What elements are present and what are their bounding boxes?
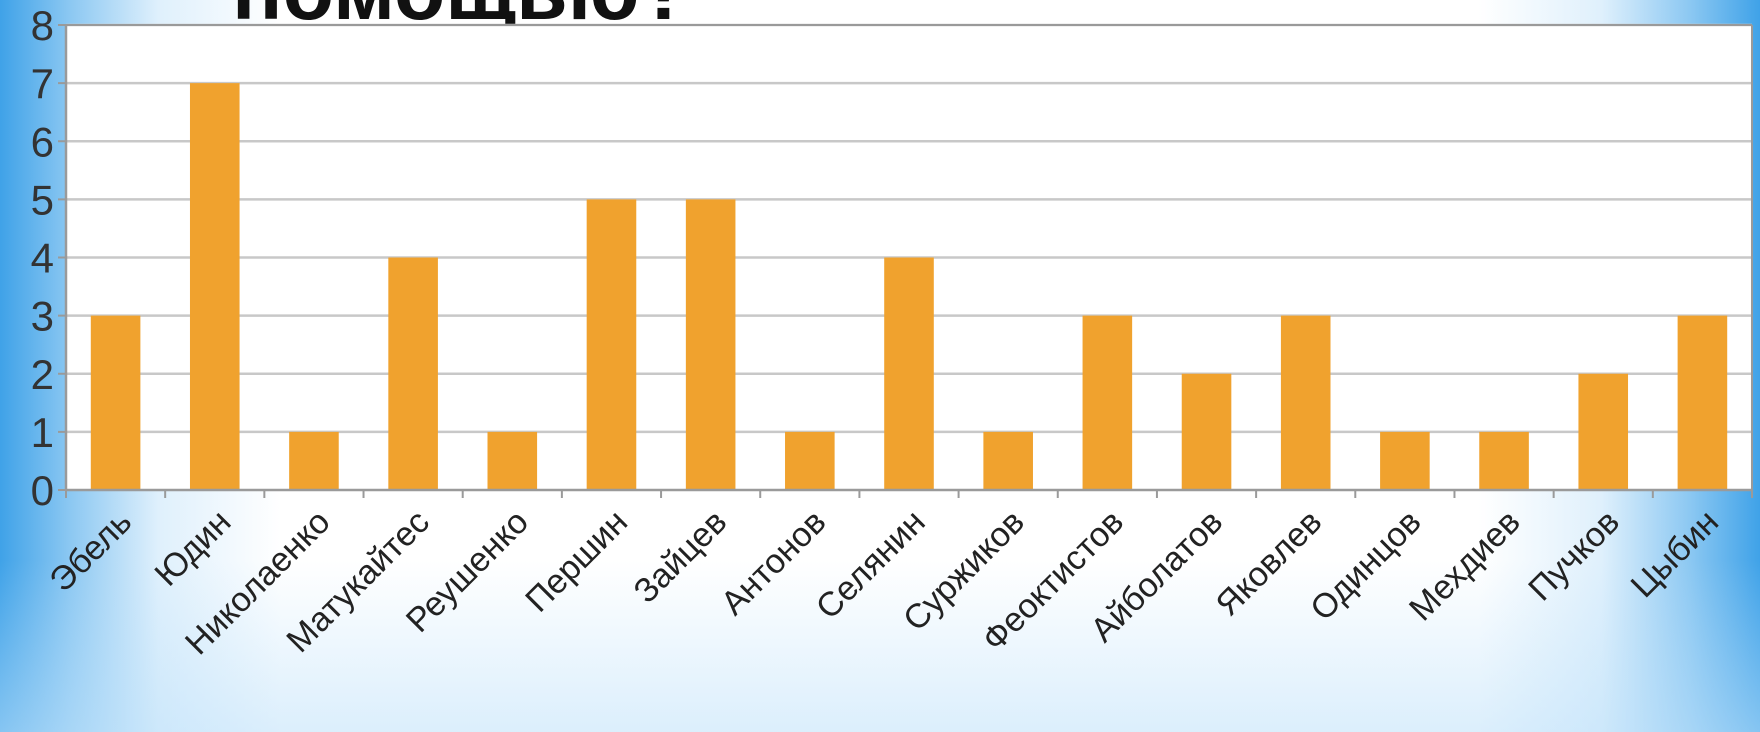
x-category-label: Юдин bbox=[148, 503, 239, 594]
background-glow bbox=[0, 560, 1760, 732]
bar bbox=[884, 257, 934, 490]
y-tick-label: 6 bbox=[31, 118, 54, 165]
x-category-label: Цыбин bbox=[1624, 503, 1726, 605]
bar bbox=[90, 315, 141, 490]
x-category-label: Эбель bbox=[42, 503, 139, 600]
axes bbox=[58, 24, 1753, 498]
bar bbox=[1280, 315, 1331, 490]
bar bbox=[1578, 373, 1629, 490]
x-category-label: Мехдиев bbox=[1402, 503, 1528, 629]
bar bbox=[487, 431, 538, 490]
y-tick-label: 3 bbox=[31, 293, 54, 340]
x-category-labels: Эбель ЮдинНиколаенкоМатукайтесРеушенкоПер… bbox=[42, 503, 1726, 663]
bar bbox=[685, 199, 736, 490]
bar bbox=[1181, 373, 1232, 490]
y-tick-label: 2 bbox=[31, 351, 54, 398]
bar bbox=[1479, 431, 1529, 490]
bar bbox=[785, 431, 835, 490]
bar bbox=[289, 431, 339, 490]
y-tick-labels: 0 1 2 3 4 5 6 7 8 bbox=[31, 2, 54, 514]
y-tick-label: 7 bbox=[31, 60, 54, 107]
bar bbox=[586, 199, 637, 490]
x-category-label: Першин bbox=[518, 503, 635, 620]
bar bbox=[1380, 431, 1430, 490]
bar bbox=[189, 83, 240, 490]
y-tick-label: 4 bbox=[31, 235, 54, 282]
y-tick-label: 5 bbox=[31, 176, 54, 223]
y-tick-label: 8 bbox=[31, 2, 54, 49]
bar bbox=[1677, 315, 1728, 490]
bar bbox=[1082, 315, 1133, 490]
y-tick-label: 1 bbox=[31, 409, 54, 456]
y-tick-label: 0 bbox=[31, 467, 54, 514]
x-category-label: Пучков bbox=[1521, 503, 1627, 609]
bar bbox=[388, 257, 438, 490]
bars bbox=[90, 83, 1728, 490]
bar bbox=[983, 431, 1033, 490]
